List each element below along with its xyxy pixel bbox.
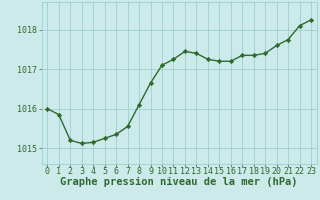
- X-axis label: Graphe pression niveau de la mer (hPa): Graphe pression niveau de la mer (hPa): [60, 177, 298, 187]
